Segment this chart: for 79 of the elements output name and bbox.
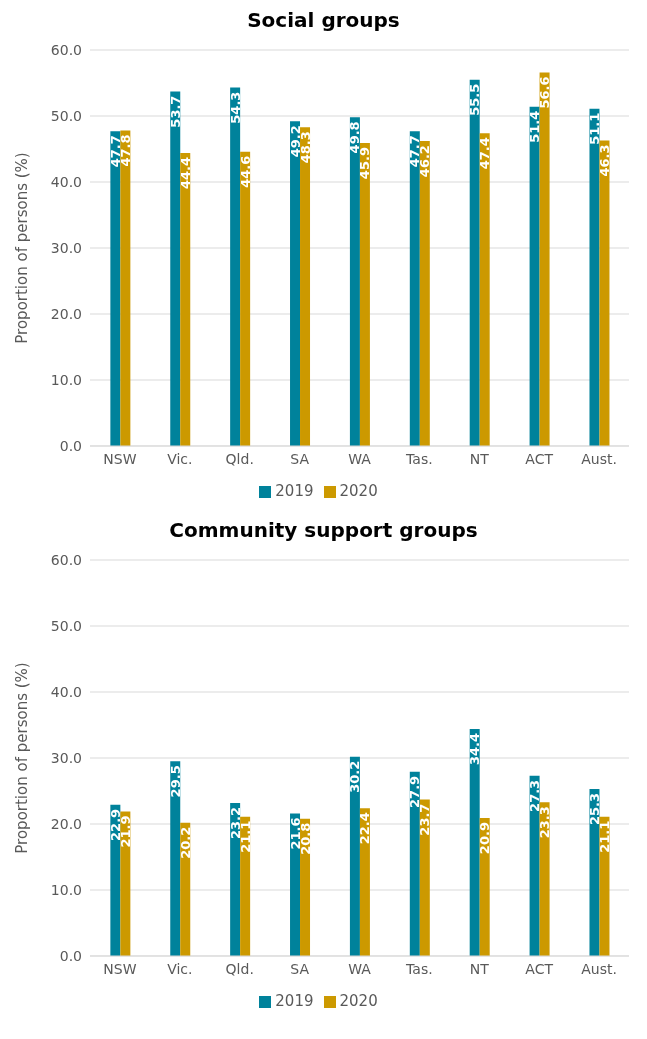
- data-label: 51.1: [586, 112, 602, 145]
- data-label: 47.4: [477, 137, 493, 170]
- bar: [110, 131, 121, 446]
- x-tick-label: ACT: [525, 960, 554, 977]
- y-tick-label: 0.0: [59, 947, 82, 964]
- bar: [180, 152, 191, 446]
- x-tick-label: Aust.: [581, 960, 617, 977]
- legend-label: 2020: [339, 482, 378, 500]
- y-tick-label: 40.0: [50, 683, 82, 700]
- bar: [469, 79, 480, 446]
- data-label: 44.4: [177, 156, 193, 190]
- x-tick-label: WA: [348, 450, 372, 467]
- data-label: 29.5: [167, 765, 183, 798]
- bar: [409, 131, 420, 446]
- y-tick-label: 50.0: [50, 617, 82, 634]
- bar: [479, 133, 490, 446]
- legend-label: 2019: [275, 482, 314, 500]
- y-axis-title: Proportion of persons (%): [13, 152, 32, 344]
- x-tick-label: SA: [290, 450, 310, 467]
- data-label: 56.6: [537, 76, 553, 109]
- data-label: 44.6: [237, 155, 253, 188]
- y-tick-label: 20.0: [50, 305, 82, 322]
- y-tick-label: 30.0: [50, 239, 82, 256]
- legend-label: 2020: [339, 992, 378, 1010]
- x-tick-label: WA: [348, 960, 372, 977]
- bar: [120, 130, 131, 446]
- bar: [170, 91, 181, 446]
- chart-title: Community support groups: [168, 518, 479, 542]
- y-tick-label: 60.0: [50, 41, 82, 58]
- data-label: 20.9: [477, 822, 493, 855]
- bar: [349, 756, 360, 956]
- bar: [409, 771, 420, 956]
- y-tick-label: 60.0: [50, 551, 82, 568]
- y-tick-label: 20.0: [50, 815, 82, 832]
- data-label: 54.3: [227, 91, 243, 124]
- data-label: 20.2: [177, 826, 193, 859]
- x-tick-label: Tas.: [405, 960, 433, 977]
- y-tick-label: 40.0: [50, 173, 82, 190]
- data-label: 53.7: [167, 95, 183, 128]
- x-tick-label: Tas.: [405, 450, 433, 467]
- bar: [230, 87, 241, 446]
- x-tick-label: NSW: [103, 450, 137, 467]
- legend-label: 2019: [275, 992, 314, 1010]
- x-tick-label: Vic.: [167, 450, 193, 467]
- chart-title: Social groups: [246, 8, 401, 32]
- data-label: 30.2: [347, 760, 363, 793]
- y-tick-label: 10.0: [50, 371, 82, 388]
- bar: [349, 117, 360, 446]
- y-tick-label: 50.0: [50, 107, 82, 124]
- bar: [599, 140, 610, 446]
- y-tick-label: 0.0: [59, 437, 82, 454]
- x-tick-label: Qld.: [225, 450, 254, 467]
- x-tick-label: SA: [290, 960, 310, 977]
- bar: [589, 108, 600, 446]
- bar: [240, 151, 251, 446]
- y-tick-label: 10.0: [50, 881, 82, 898]
- bar: [359, 143, 370, 446]
- bar: [539, 72, 550, 446]
- data-label: 51.4: [527, 110, 543, 143]
- x-tick-label: Vic.: [167, 960, 193, 977]
- y-axis-title: Proportion of persons (%): [13, 662, 32, 854]
- x-tick-label: Aust.: [581, 450, 617, 467]
- bar: [290, 121, 301, 446]
- y-tick-label: 30.0: [50, 749, 82, 766]
- data-label: 22.4: [357, 812, 373, 845]
- bar: [300, 127, 311, 446]
- x-tick-label: NT: [469, 960, 490, 977]
- bar: [170, 761, 181, 956]
- data-label: 46.3: [596, 144, 612, 177]
- x-tick-label: ACT: [525, 450, 554, 467]
- bar: [419, 141, 430, 446]
- x-tick-label: NT: [469, 450, 490, 467]
- bar: [469, 728, 480, 956]
- bar: [529, 775, 540, 956]
- data-label: 34.4: [467, 732, 483, 766]
- x-tick-label: Qld.: [225, 960, 254, 977]
- data-label: 55.5: [467, 83, 483, 116]
- x-tick-label: NSW: [103, 960, 137, 977]
- bar: [529, 106, 540, 446]
